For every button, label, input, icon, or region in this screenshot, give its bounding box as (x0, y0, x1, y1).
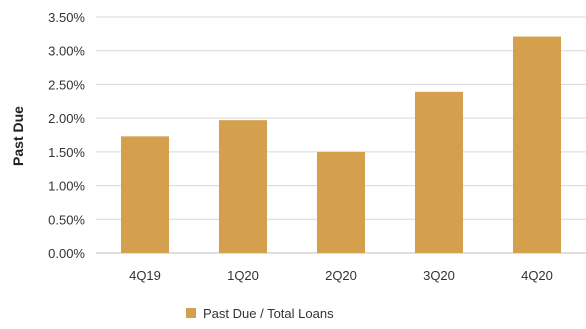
y-tick-label: 2.00% (48, 111, 85, 126)
x-axis-ticks: 4Q19 1Q20 2Q20 3Q20 4Q20 (129, 268, 553, 283)
x-tick-label: 4Q19 (129, 268, 161, 283)
bar-4q19 (120, 136, 170, 253)
x-tick-label: 3Q20 (423, 268, 455, 283)
y-tick-label: 2.50% (48, 77, 85, 92)
bar-1q20 (218, 120, 268, 253)
x-tick-label: 1Q20 (227, 268, 259, 283)
bar-2q20 (316, 151, 366, 253)
y-tick-label: 1.50% (48, 145, 85, 160)
y-axis-title: Past Due (10, 106, 26, 166)
legend-swatch (186, 308, 196, 318)
y-tick-label: 0.50% (48, 212, 85, 227)
legend-label: Past Due / Total Loans (203, 306, 334, 321)
y-axis-ticks: 0.00% 0.50% 1.00% 1.50% 2.00% 2.50% 3.00% 3.50% (48, 10, 85, 261)
x-tick-label: 2Q20 (325, 268, 357, 283)
legend: Past Due / Total Loans (186, 306, 334, 321)
bar-4q20 (512, 36, 562, 253)
y-tick-label: 0.00% (48, 246, 85, 261)
bar-3q20 (414, 91, 464, 254)
y-tick-label: 1.00% (48, 179, 85, 194)
x-tick-label: 4Q20 (521, 268, 553, 283)
bars (120, 36, 562, 254)
y-tick-label: 3.00% (48, 44, 85, 59)
y-tick-label: 3.50% (48, 10, 85, 25)
